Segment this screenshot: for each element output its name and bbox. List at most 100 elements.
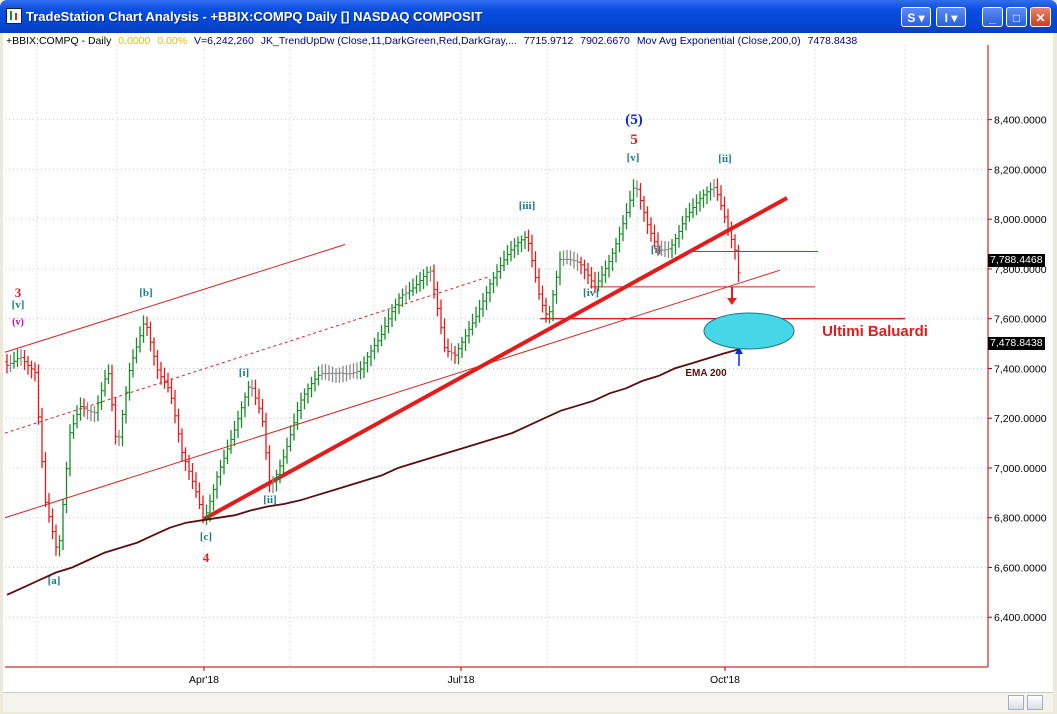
- price-bar: [558, 251, 562, 286]
- wave-label-5-red: 5: [630, 132, 638, 148]
- y-tick-label: 7,600.0000: [994, 314, 1047, 326]
- price-bar: [5, 354, 9, 374]
- price-bar: [617, 226, 622, 253]
- price-bar: [691, 198, 695, 219]
- y-tick-label: 7,200.0000: [994, 413, 1047, 425]
- wave-label-c: [c]: [200, 531, 212, 543]
- price-bar: [607, 254, 611, 278]
- price-bar: [369, 345, 373, 367]
- app-icon: [6, 8, 22, 24]
- price-bar: [43, 452, 48, 508]
- price-bar: [253, 379, 258, 406]
- price-bar: [180, 428, 184, 462]
- title-bar: TradeStation Chart Analysis - +BBIX:COMP…: [0, 0, 1057, 33]
- zoom-out-button[interactable]: [1008, 695, 1024, 710]
- wave-labels: 3[v](v)[a][b][c]4[i][ii][iii][iv][v]5(5)…: [12, 112, 928, 587]
- chart-frame[interactable]: [3, 33, 1053, 692]
- x-tick-label: Jul'18: [447, 674, 474, 686]
- price-bar: [138, 326, 142, 353]
- y-tick-label: 8,000.0000: [994, 214, 1047, 226]
- price-bar: [407, 281, 412, 300]
- price-bar: [50, 508, 55, 540]
- price-bar: [540, 285, 545, 313]
- price-bar: [169, 378, 174, 405]
- price-bar: [299, 392, 303, 420]
- price-bar: [533, 251, 538, 283]
- price-bar: [351, 363, 356, 379]
- price-bar: [516, 236, 520, 256]
- price-bar: [250, 379, 254, 397]
- price-bar: [579, 256, 583, 275]
- maximize-button[interactable]: □: [1006, 7, 1027, 27]
- price-bar: [649, 217, 653, 242]
- price-bar: [470, 313, 475, 336]
- i-menu-button[interactable]: I ▾: [936, 7, 966, 27]
- price-bar: [327, 365, 331, 382]
- price-bar: [47, 493, 51, 523]
- price-bar: [635, 180, 639, 198]
- price-bar: [530, 234, 534, 268]
- up-arrow-head: [735, 347, 743, 354]
- price-bar: [624, 203, 629, 230]
- price-bar: [124, 386, 128, 424]
- wave-label-4: 4: [203, 550, 210, 565]
- price-bar: [712, 179, 716, 198]
- price-bar: [281, 449, 286, 475]
- price-bar: [257, 388, 261, 414]
- y-tick-label: 7,400.0000: [994, 363, 1047, 375]
- price-bar: [523, 231, 527, 249]
- price-bar: [159, 361, 163, 385]
- chart-header: +BBIX:COMPQ - Daily 0.0000 0.00% V=6,242…: [6, 35, 861, 47]
- price-bar: [285, 437, 289, 464]
- price-bar: [491, 271, 496, 294]
- price-bar: [19, 348, 23, 366]
- price-bar: [306, 383, 310, 404]
- price-bar: [96, 395, 100, 422]
- wave-label-a: [a]: [48, 575, 61, 587]
- price-bar: [705, 186, 709, 205]
- ema-200-line: [6, 348, 741, 596]
- price-bar: [236, 410, 240, 439]
- price-bar: [222, 449, 226, 475]
- price-bar: [645, 206, 650, 234]
- price-bar: [498, 256, 503, 279]
- i-menu-label: I: [944, 11, 948, 25]
- price-bar: [152, 337, 156, 366]
- y-tick-label: 6,800.0000: [994, 513, 1047, 525]
- price-bar: [512, 238, 517, 259]
- wave-label-ii: [ii]: [263, 494, 276, 506]
- zoom-in-button[interactable]: [1027, 695, 1043, 710]
- minimize-button[interactable]: _: [982, 7, 1003, 27]
- price-bar: [379, 325, 384, 347]
- s-menu-button[interactable]: S ▾: [901, 7, 931, 27]
- price-bar: [400, 288, 405, 307]
- price-bar: [358, 361, 363, 380]
- price-bar: [145, 316, 149, 336]
- price-bar: [603, 260, 608, 283]
- price-bar: [225, 439, 230, 464]
- price-bar: [117, 430, 121, 447]
- price-bar: [439, 299, 443, 335]
- channel-lower-line: [4, 269, 781, 519]
- support-zone-ellipse: [703, 312, 795, 350]
- price-bar: [694, 194, 699, 216]
- price-bar: [127, 362, 132, 401]
- main-trendline: [203, 196, 788, 521]
- price-bar: [288, 425, 293, 452]
- price-bar: [362, 356, 366, 379]
- wave-label-i: [i]: [239, 367, 249, 379]
- price-bar: [481, 293, 485, 317]
- y-tick-label: 6,400.0000: [994, 612, 1047, 624]
- price-bar: [260, 398, 265, 427]
- price-bar: [414, 275, 419, 294]
- price-bar: [642, 195, 646, 222]
- horizontal-scrollbar[interactable]: [3, 692, 1053, 712]
- price-bar: [729, 221, 734, 249]
- price-bar: [411, 278, 415, 296]
- price-bar: [106, 364, 111, 385]
- close-button[interactable]: ✕: [1030, 7, 1051, 27]
- price-bar: [449, 343, 454, 361]
- price-bar: [505, 245, 510, 265]
- price-bar: [418, 271, 422, 292]
